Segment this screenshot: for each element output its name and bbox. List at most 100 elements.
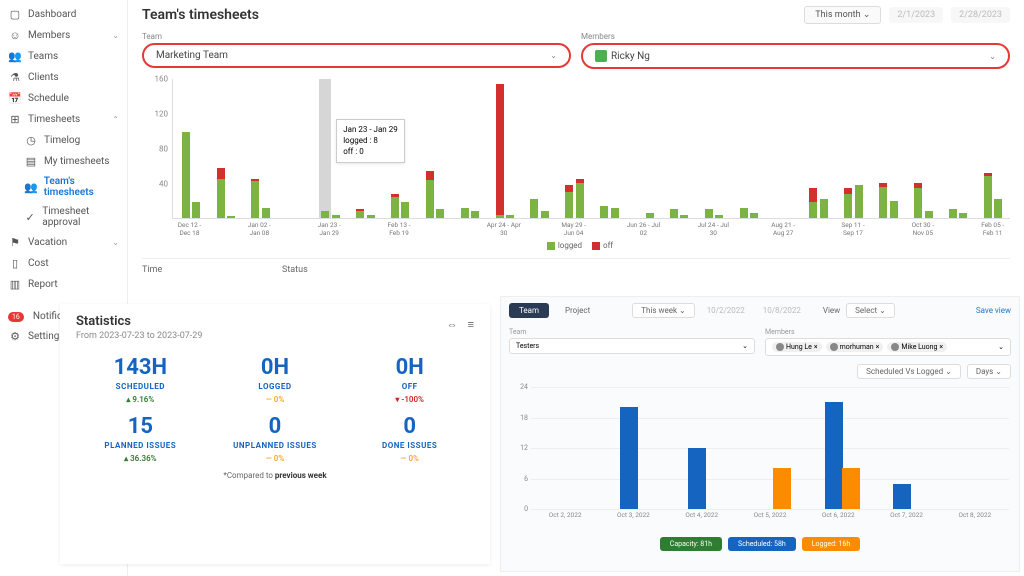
bar: [471, 211, 479, 218]
sidebar-item-timesheets[interactable]: ⊞Timesheets⌃: [0, 109, 127, 130]
sidebar-item-label: Teams: [28, 51, 58, 62]
members-select[interactable]: Ricky Ng⌄: [581, 43, 1010, 69]
gear-icon: ⚙: [8, 330, 22, 343]
sidebar-item-vacation[interactable]: ⚑Vacation⌄: [0, 232, 127, 253]
chart2-plot-area: [531, 387, 1009, 509]
main-content: Team's timesheets This month ⌄ 2/1/2023 …: [128, 0, 1024, 290]
bar-scheduled: [825, 402, 843, 509]
legend-swatch-off-icon: [592, 242, 600, 250]
bar: [192, 202, 200, 218]
sidebar-item-label: Cost: [28, 258, 49, 269]
month-select[interactable]: This month ⌄: [804, 6, 881, 24]
member-chip[interactable]: Mike Luong ×: [887, 342, 947, 352]
sidebar-sub-my-timesheets[interactable]: ▤My timesheets: [0, 151, 127, 172]
teams-icon: 👥: [8, 50, 22, 63]
bar: [217, 168, 225, 218]
legend-item: Scheduled: 58h: [728, 537, 796, 551]
bar: [844, 188, 852, 218]
chart-tooltip: Jan 23 - Jan 29 logged : 8 off : 0: [336, 119, 405, 163]
sidebar-item-label: Timesheets: [28, 114, 80, 125]
chart-y-axis: 4080120160: [142, 79, 172, 219]
bar: [401, 202, 409, 218]
sidebar-sub-approval[interactable]: ✓Timesheet approval: [0, 202, 127, 232]
unit-select[interactable]: Days ⌄: [967, 364, 1011, 379]
report-icon: ▥: [8, 278, 22, 291]
sidebar-item-teams[interactable]: 👥 Teams: [0, 46, 127, 67]
member-chip[interactable]: Hung Le ×: [772, 342, 822, 352]
sidebar-item-label: Timelog: [44, 135, 80, 146]
notif-badge: 16: [8, 312, 24, 322]
chart-plot-area: Jan 23 - Jan 29 logged : 8 off : 0: [172, 79, 1010, 219]
bar: [436, 209, 444, 218]
mini-team-label: Team: [509, 328, 755, 336]
clock-icon: ◷: [24, 134, 38, 147]
statistics-panel: Statistics From 2023-07-23 to 2023-07-29…: [60, 304, 490, 564]
mini-team-select[interactable]: Testers⌄: [509, 338, 755, 354]
sidebar-item-label: Vacation: [28, 237, 67, 248]
tab-project[interactable]: Project: [555, 303, 600, 318]
stats-title: Statistics: [76, 314, 474, 329]
sidebar-item-report[interactable]: ▥Report: [0, 274, 127, 295]
bar: [182, 132, 190, 218]
bar: [251, 179, 259, 218]
member-chip[interactable]: morhuman ×: [826, 342, 884, 352]
stat-card: 15PLANNED ISSUES▴ 36.36%: [76, 414, 205, 463]
members-icon: ☺: [8, 29, 22, 42]
mini-members-label: Members: [765, 328, 1011, 336]
chevron-down-icon: ⌄: [742, 342, 748, 350]
table-headers: Time Status: [142, 258, 1010, 275]
sidebar-item-label: Schedule: [28, 93, 69, 104]
members-filter-label: Members: [581, 32, 1010, 41]
sidebar-item-schedule[interactable]: 📅Schedule: [0, 88, 127, 109]
legend-swatch-logged-icon: [547, 242, 555, 250]
stat-card: 143HSCHEDULED▴ 9.16%: [76, 355, 205, 404]
legend-item: Logged: 16h: [802, 537, 860, 551]
team-select[interactable]: Marketing Team⌄: [142, 43, 571, 68]
mini-members-select[interactable]: Hung Le × morhuman ×Mike Luong × ⌄: [765, 338, 1011, 356]
bar: [600, 206, 608, 218]
chart2-x-labels: Oct 2, 2022Oct 3, 2022Oct 4, 2022Oct 5, …: [531, 511, 1009, 527]
clients-icon: ⚗: [8, 71, 22, 84]
legend-item: Capacity: 81h: [660, 537, 722, 551]
mini-date-from: 10/2/2022: [701, 304, 751, 317]
stats-grid: 143HSCHEDULED▴ 9.16%0HLOGGED— 0%0HOFF▾ -…: [76, 355, 474, 463]
bar: [740, 208, 748, 219]
bar: [611, 208, 619, 219]
bar: [820, 199, 828, 218]
bar-scheduled: [620, 407, 638, 509]
view-label: View: [823, 306, 840, 315]
bar: [541, 211, 549, 218]
bar: [750, 213, 758, 218]
sidebar-item-cost[interactable]: ▯Cost: [0, 253, 127, 274]
sidebar-item-label: Dashboard: [28, 9, 76, 20]
bar: [949, 209, 957, 218]
sidebar-item-dashboard[interactable]: ▢Dashboard: [0, 4, 127, 25]
bar: [994, 199, 1002, 218]
bar: [496, 84, 504, 218]
bar: [565, 185, 573, 218]
sidebar-sub-team-timesheets[interactable]: 👥Team's timesheets: [0, 172, 127, 202]
bar: [530, 199, 538, 218]
sidebar-item-label: Members: [28, 30, 70, 41]
sidebar-item-label: Timesheet approval: [42, 206, 119, 228]
schedule-chart: 06121824 Oct 2, 2022Oct 3, 2022Oct 4, 20…: [511, 387, 1009, 527]
bar: [262, 208, 270, 219]
team-icon: 👥: [24, 181, 38, 194]
sidebar-sub-timelog[interactable]: ◷ Timelog: [0, 130, 127, 151]
week-select[interactable]: This week ⌄: [632, 303, 694, 318]
chevron-down-icon: ⌄: [998, 343, 1004, 351]
sidebar-item-members[interactable]: ☺Members⌄: [0, 25, 127, 46]
chart-legend: logged off: [142, 241, 1010, 250]
bar: [367, 215, 375, 218]
chart-type-select[interactable]: Scheduled Vs Logged ⌄: [857, 364, 961, 379]
sidebar-item-clients[interactable]: ⚗Clients: [0, 67, 127, 88]
view-select[interactable]: Select ⌄: [846, 303, 895, 318]
expand-icon[interactable]: ⇔: [447, 318, 458, 331]
menu-icon[interactable]: ≡: [468, 318, 474, 331]
save-view-link[interactable]: Save view: [976, 306, 1011, 315]
tab-team[interactable]: Team: [509, 303, 549, 318]
chevron-up-icon: ⌃: [112, 115, 119, 124]
bar: [809, 188, 817, 218]
bar: [890, 201, 898, 219]
bar-logged: [842, 468, 860, 509]
